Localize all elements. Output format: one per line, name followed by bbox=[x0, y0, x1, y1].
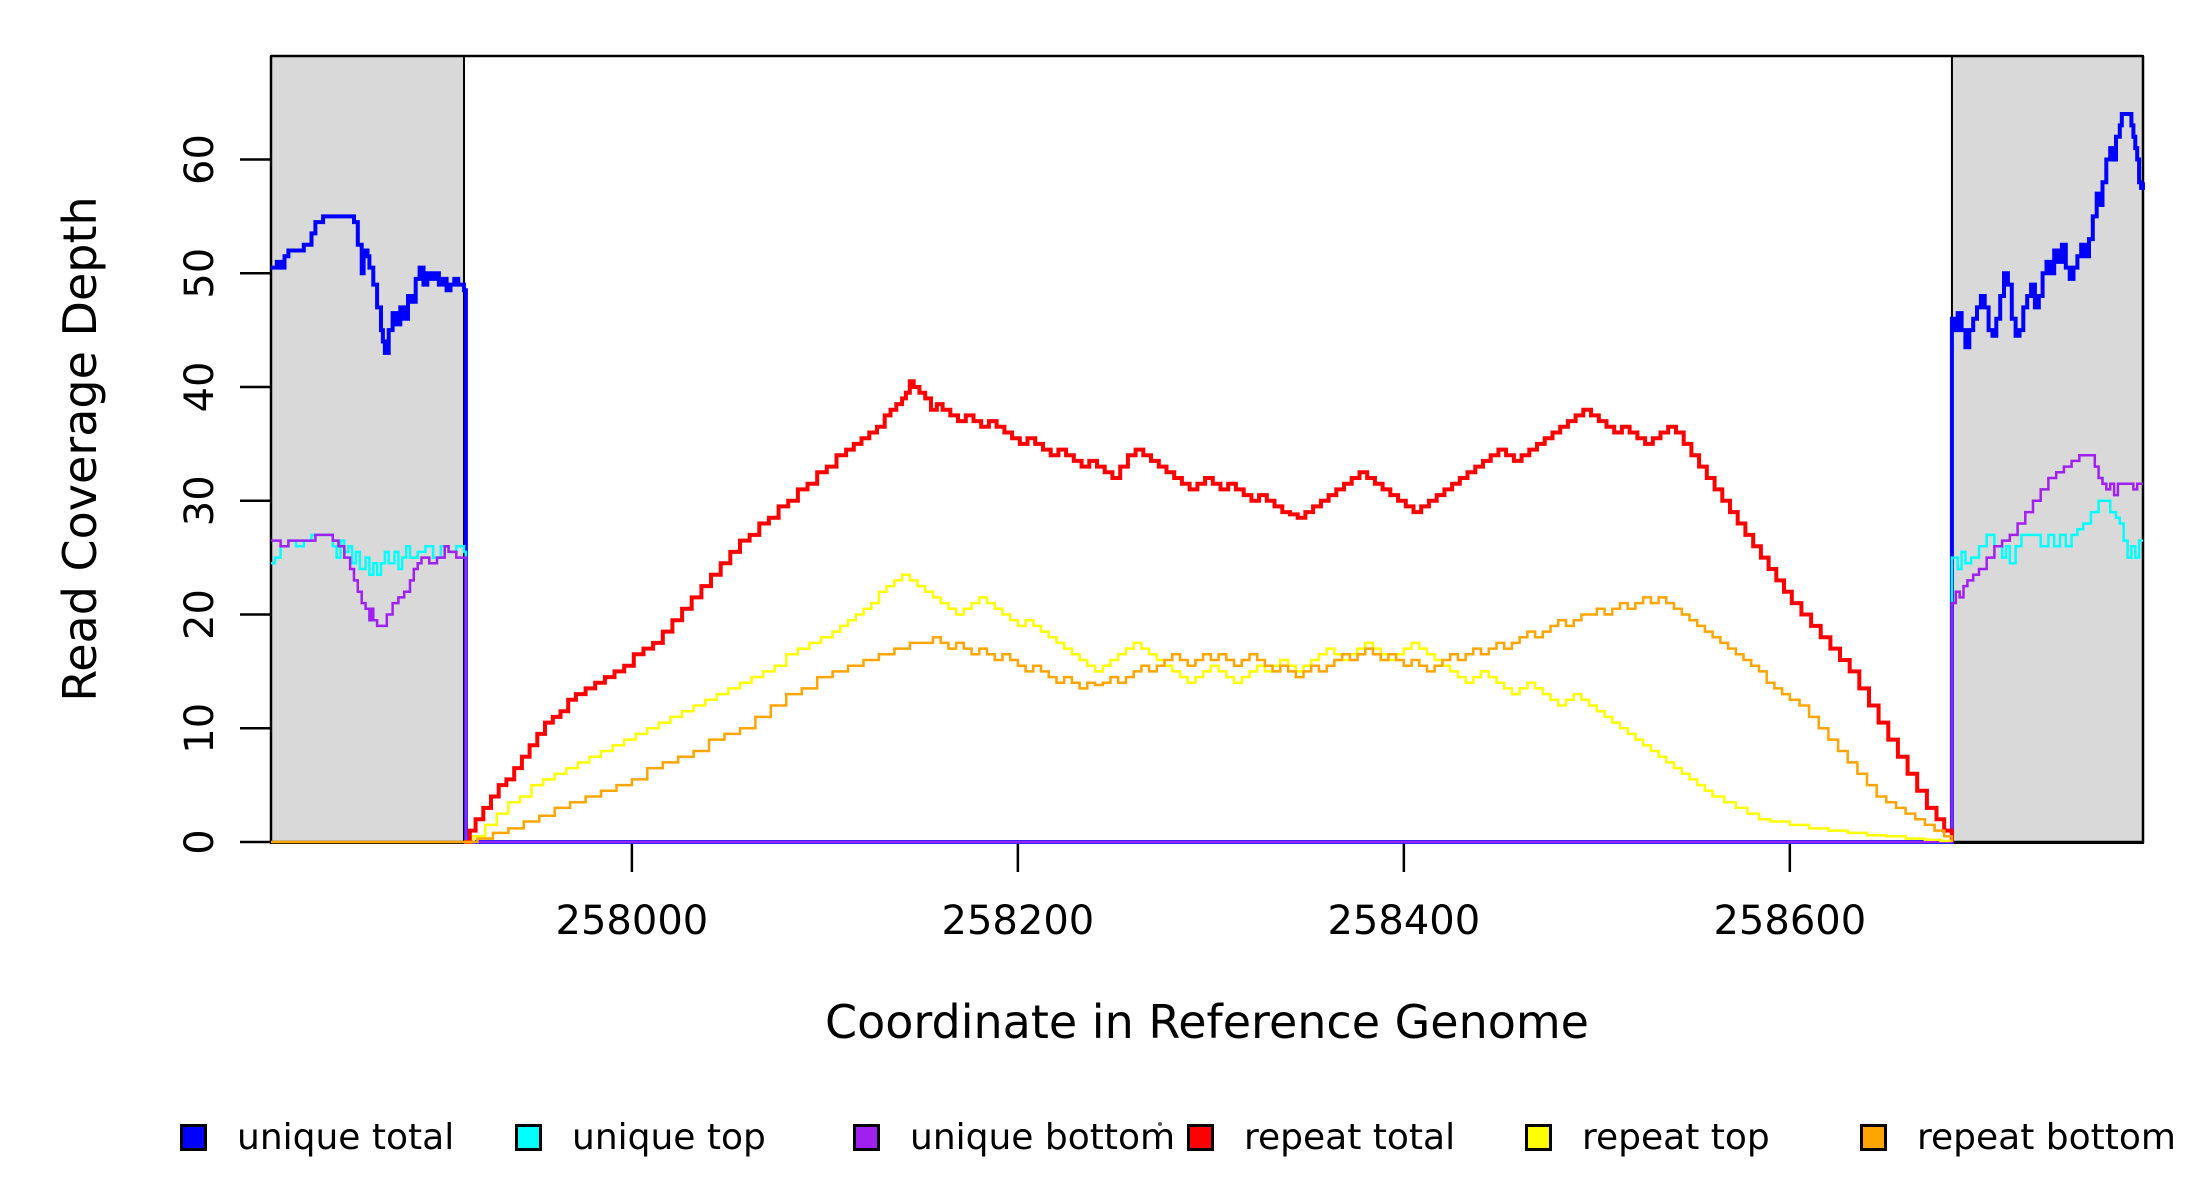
shaded-region bbox=[270, 55, 465, 844]
series-repeat-total-line bbox=[464, 379, 1954, 844]
x-tick-label: 258200 bbox=[942, 898, 1095, 944]
legend: unique total unique top unique bottom repea… bbox=[0, 1112, 2200, 1162]
legend-label: unique top bbox=[572, 1116, 766, 1158]
legend-swatch-icon bbox=[853, 1123, 880, 1151]
legend-label: repeat total bbox=[1244, 1116, 1456, 1158]
legend-swatch-icon bbox=[1187, 1123, 1214, 1151]
series-repeat-top-line bbox=[464, 573, 1954, 844]
legend-swatch-icon bbox=[515, 1123, 542, 1151]
series-unique-top-line bbox=[271, 499, 2143, 844]
y-tick-label: 40 bbox=[177, 362, 223, 413]
legend-artifact-dot bbox=[1158, 1122, 1162, 1126]
legend-label: unique total bbox=[237, 1116, 455, 1158]
legend-item-unique-top: unique top bbox=[515, 1112, 766, 1162]
y-axis-title: Read Coverage Depth bbox=[53, 196, 107, 702]
series-unique-bottom-line bbox=[271, 454, 2143, 844]
legend-swatch-icon bbox=[1860, 1123, 1887, 1151]
y-tick-label: 50 bbox=[177, 248, 223, 299]
x-tick-label: 258400 bbox=[1327, 898, 1480, 944]
legend-label: repeat top bbox=[1582, 1116, 1770, 1158]
series-unique-total-line bbox=[271, 112, 2145, 844]
x-tick-label: 258000 bbox=[556, 898, 709, 944]
legend-item-unique-bottom: unique bottom bbox=[853, 1112, 1175, 1162]
series-repeat-bottom-line bbox=[271, 596, 1954, 844]
y-tick-label: 60 bbox=[177, 134, 223, 185]
y-tick-label: 20 bbox=[177, 589, 223, 640]
y-tick-label: 10 bbox=[177, 703, 223, 754]
legend-item-repeat-total: repeat total bbox=[1187, 1112, 1455, 1162]
legend-swatch-icon bbox=[180, 1123, 207, 1151]
y-tick-label: 0 bbox=[177, 829, 223, 854]
legend-label: unique bottom bbox=[910, 1116, 1176, 1158]
legend-item-unique-total: unique total bbox=[180, 1112, 454, 1162]
x-tick-label: 258600 bbox=[1713, 898, 1866, 944]
legend-item-repeat-bottom: repeat bottom bbox=[1860, 1112, 2176, 1162]
legend-swatch-icon bbox=[1525, 1123, 1552, 1151]
shaded-region bbox=[1950, 55, 2144, 844]
x-axis-title: Coordinate in Reference Genome bbox=[825, 995, 1589, 1049]
legend-label: repeat bottom bbox=[1917, 1116, 2176, 1158]
legend-item-repeat-top: repeat top bbox=[1525, 1112, 1770, 1162]
y-tick-label: 30 bbox=[177, 475, 223, 526]
